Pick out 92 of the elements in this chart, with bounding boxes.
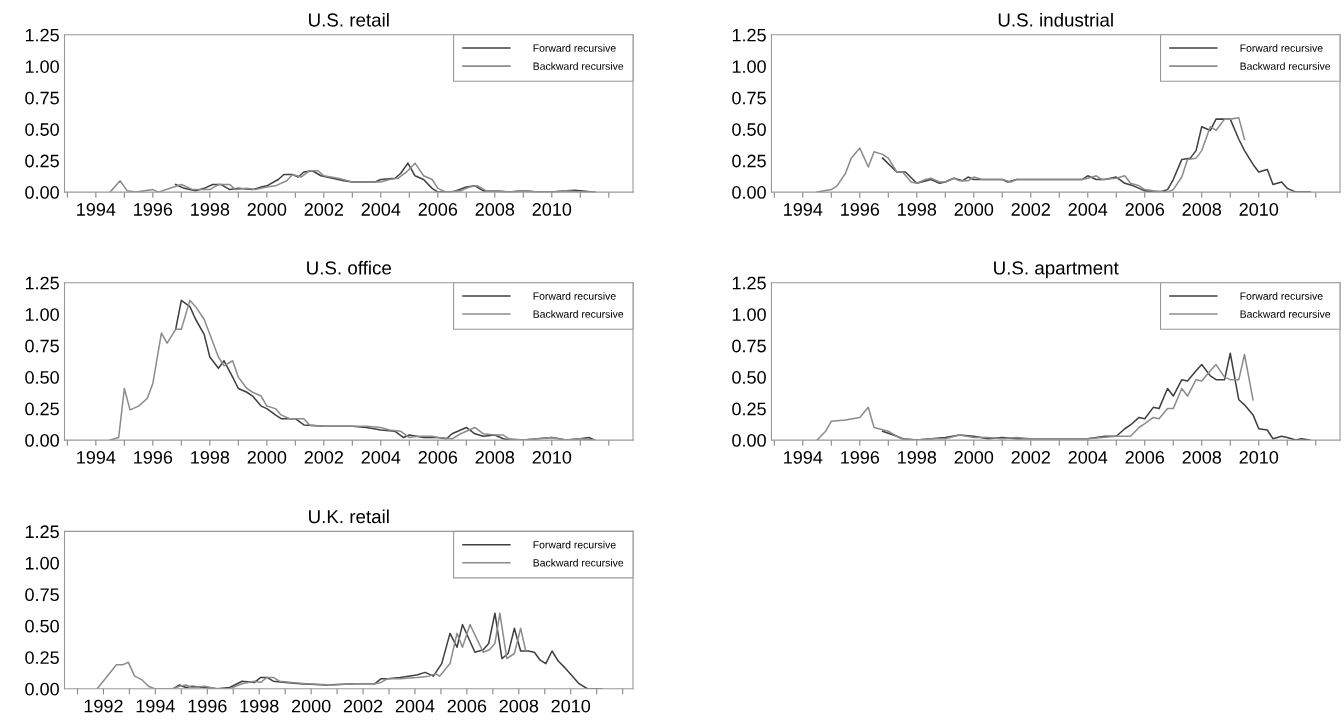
x-tick-label: 1994 bbox=[77, 203, 116, 216]
legend-label: Forward recursive bbox=[533, 292, 616, 300]
legend-label: Forward recursive bbox=[533, 44, 616, 52]
legend-label: Backward recursive bbox=[533, 558, 624, 567]
x-tick-label: 2006 bbox=[418, 203, 458, 216]
y-tick-label: 0.25 bbox=[25, 154, 59, 168]
x-tick-label: 2010 bbox=[532, 203, 572, 216]
y-tick-label: 0.50 bbox=[25, 123, 59, 136]
x-tick-label: 2000 bbox=[954, 450, 994, 464]
y-tick-label: 0.00 bbox=[25, 682, 59, 696]
x-tick-label: 2006 bbox=[1125, 203, 1165, 216]
x-tick-label: 2002 bbox=[1011, 450, 1050, 464]
y-tick-label: 1.25 bbox=[25, 276, 59, 290]
x-tick-label: 2010 bbox=[1239, 203, 1279, 216]
y-tick-label: 1.25 bbox=[732, 28, 766, 42]
y-tick-label: 1.00 bbox=[732, 308, 766, 321]
x-tick-label: 1996 bbox=[134, 450, 173, 464]
x-tick-label: 1994 bbox=[136, 699, 175, 713]
y-tick-label: 1.00 bbox=[25, 556, 59, 570]
line-series bbox=[816, 353, 1254, 441]
x-tick-label: 1996 bbox=[841, 450, 880, 464]
y-tick-label: 0.75 bbox=[732, 91, 766, 105]
x-tick-label: 1994 bbox=[77, 450, 116, 464]
x-tick-label: 2006 bbox=[1125, 450, 1165, 464]
x-tick-label: 2008 bbox=[1182, 203, 1222, 216]
y-tick-label: 1.00 bbox=[25, 60, 59, 73]
x-tick-label: 2004 bbox=[361, 450, 401, 464]
x-tick-label: 2010 bbox=[551, 699, 591, 713]
y-tick-label: 0.25 bbox=[732, 154, 766, 168]
x-tick-label: 2004 bbox=[395, 699, 435, 713]
x-tick-label: 2000 bbox=[247, 450, 287, 464]
chart-title: U.S. office bbox=[307, 260, 392, 275]
x-tick-label: 2002 bbox=[304, 450, 344, 464]
y-tick-label: 0.75 bbox=[732, 339, 766, 353]
x-tick-label: 2000 bbox=[247, 203, 287, 216]
x-tick-label: 2010 bbox=[1239, 450, 1279, 464]
x-tick-label: 2000 bbox=[954, 203, 994, 216]
y-tick-label: 0.25 bbox=[25, 651, 59, 665]
legend-label: Backward recursive bbox=[533, 62, 624, 70]
x-tick-label: 1996 bbox=[188, 699, 227, 713]
x-tick-label: 2008 bbox=[475, 450, 515, 464]
y-tick-label: 0.50 bbox=[25, 619, 59, 633]
x-tick-label: 1998 bbox=[240, 699, 279, 713]
x-tick-label: 2000 bbox=[291, 699, 331, 713]
x-tick-label: 2002 bbox=[343, 699, 383, 713]
y-tick-label: 0.00 bbox=[732, 434, 766, 447]
y-tick-label: 1.00 bbox=[732, 60, 766, 73]
x-tick-label: 2010 bbox=[532, 450, 572, 464]
y-tick-label: 0.25 bbox=[732, 402, 766, 416]
chart-title: U.S. retail bbox=[309, 12, 389, 27]
x-tick-label: 2004 bbox=[361, 203, 401, 216]
legend-label: Backward recursive bbox=[533, 310, 624, 318]
x-tick-label: 2002 bbox=[1011, 203, 1050, 216]
y-tick-label: 0.00 bbox=[732, 186, 766, 199]
x-tick-label: 2004 bbox=[1068, 450, 1108, 464]
y-tick-label: 0.75 bbox=[25, 588, 59, 602]
x-tick-label: 1996 bbox=[134, 203, 173, 216]
x-tick-label: 1994 bbox=[784, 450, 823, 464]
y-tick-label: 0.00 bbox=[25, 186, 59, 199]
y-tick-label: 0.50 bbox=[25, 371, 59, 384]
chart-title: U.S. industrial bbox=[998, 12, 1113, 27]
x-tick-label: 2006 bbox=[418, 450, 458, 464]
x-tick-label: 1996 bbox=[841, 203, 880, 216]
legend-label: Backward recursive bbox=[1240, 310, 1331, 318]
legend-label: Backward recursive bbox=[1240, 62, 1331, 70]
x-tick-label: 1994 bbox=[784, 203, 823, 216]
y-tick-label: 0.75 bbox=[25, 91, 59, 105]
x-tick-label: 1998 bbox=[191, 450, 230, 464]
y-tick-label: 1.25 bbox=[25, 525, 59, 539]
x-tick-label: 2008 bbox=[475, 203, 515, 216]
x-tick-label: 1998 bbox=[898, 203, 937, 216]
y-tick-label: 1.00 bbox=[25, 308, 59, 321]
x-tick-label: 2008 bbox=[499, 699, 539, 713]
legend-label: Forward recursive bbox=[533, 540, 616, 549]
x-tick-label: 1992 bbox=[84, 699, 123, 713]
y-tick-label: 0.75 bbox=[25, 339, 59, 353]
x-tick-label: 2008 bbox=[1182, 450, 1222, 464]
y-tick-label: 0.50 bbox=[732, 123, 766, 136]
x-tick-label: 2006 bbox=[447, 699, 487, 713]
x-tick-label: 1998 bbox=[191, 203, 230, 216]
x-tick-label: 2004 bbox=[1068, 203, 1108, 216]
legend-label: Forward recursive bbox=[1240, 44, 1323, 52]
legend-label: Forward recursive bbox=[1240, 292, 1323, 300]
y-tick-label: 0.50 bbox=[732, 371, 766, 384]
y-tick-label: 0.00 bbox=[25, 434, 59, 447]
x-tick-label: 1998 bbox=[898, 450, 937, 464]
y-tick-label: 0.25 bbox=[25, 402, 59, 416]
chart-title: U.K. retail bbox=[309, 509, 389, 524]
y-tick-label: 1.25 bbox=[732, 276, 766, 290]
x-tick-label: 2002 bbox=[304, 203, 344, 216]
chart-title: U.S. apartment bbox=[994, 261, 1119, 279]
y-tick-label: 1.25 bbox=[25, 28, 59, 42]
